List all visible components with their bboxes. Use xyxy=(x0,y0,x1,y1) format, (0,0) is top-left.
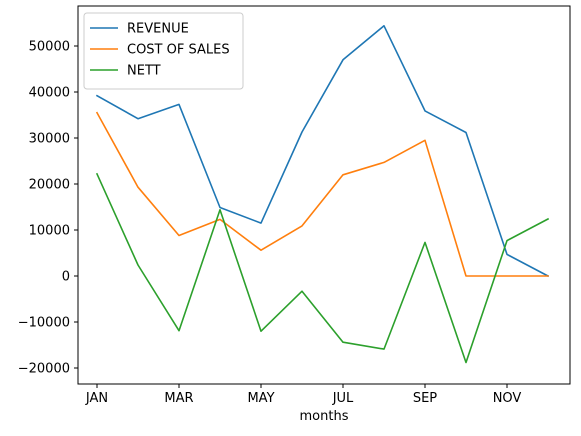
y-axis: −20000 −10000 0 10000 20000 30000 40000 50000 xyxy=(18,40,78,377)
x-tick-label: MAY xyxy=(247,391,274,406)
legend-box xyxy=(83,12,244,90)
series-line-nett xyxy=(95,172,550,364)
axes-layer xyxy=(77,5,571,385)
x-tick-label: MAR xyxy=(164,391,193,406)
x-tick-label: JAN xyxy=(85,391,108,406)
legend-label: NETT xyxy=(127,64,161,79)
y-tick-label: 20000 xyxy=(29,178,70,193)
x-axis: JAN MAR MAY JUL SEP NOV xyxy=(85,384,522,406)
y-tick-label: −20000 xyxy=(18,362,70,377)
series-layer xyxy=(95,24,550,364)
series-line-revenue xyxy=(95,24,550,278)
y-tick-label: 0 xyxy=(62,270,70,285)
legend-label: REVENUE xyxy=(127,22,189,37)
y-tick-label: 40000 xyxy=(29,86,70,101)
legend: REVENUE COST OF SALES NETT xyxy=(83,12,244,90)
x-tick-label: NOV xyxy=(493,391,522,406)
x-tick-label: JUL xyxy=(332,391,354,406)
series-line-cost-of-sales xyxy=(95,111,549,277)
legend-label: COST OF SALES xyxy=(127,43,230,58)
x-tick-label: SEP xyxy=(413,391,437,406)
plot-frame xyxy=(77,5,571,385)
y-tick-label: 10000 xyxy=(29,224,70,239)
x-axis-label: months xyxy=(300,409,349,424)
y-tick-label: 30000 xyxy=(29,132,70,147)
y-tick-label: −10000 xyxy=(18,316,70,331)
y-tick-label: 50000 xyxy=(29,40,70,55)
